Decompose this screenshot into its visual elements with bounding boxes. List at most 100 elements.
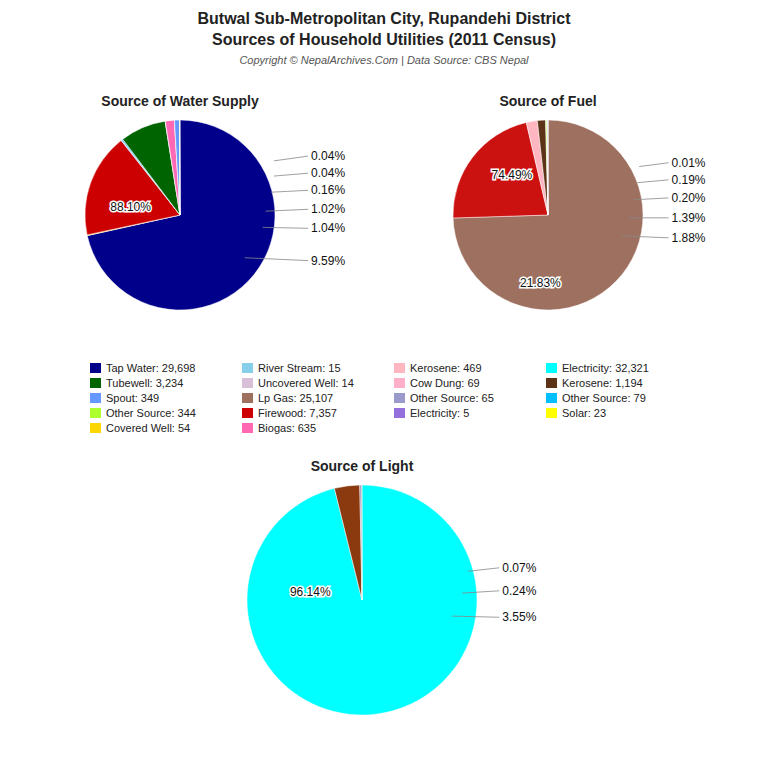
- slice-label: 9.59%: [311, 254, 345, 268]
- slices: [453, 120, 643, 310]
- chart-title: Source of Water Supply: [101, 93, 259, 109]
- slice-label: 1.04%: [311, 221, 345, 235]
- slice-labels: 88.10%0.04%0.04%0.16%1.02%1.04%9.59%: [110, 149, 345, 268]
- legend-swatch: [394, 363, 405, 373]
- slice-label: 74.49%: [492, 168, 533, 182]
- legend-label: Other Source: 344: [106, 407, 196, 419]
- pie-slice: [361, 485, 363, 600]
- legend-label: Spout: 349: [106, 392, 159, 404]
- legend-label: Other Source: 65: [410, 392, 494, 404]
- legend-swatch: [90, 408, 101, 418]
- pie-slice: [165, 120, 180, 215]
- pie-slice: [360, 485, 362, 600]
- leader-line: [271, 190, 308, 192]
- slice-label: 0.19%: [672, 173, 706, 187]
- pie-slice: [547, 120, 548, 215]
- pie-slice: [537, 120, 548, 215]
- copyright: Copyright © NepalArchives.Com | Data Sou…: [239, 54, 529, 66]
- legend-swatch: [546, 393, 557, 403]
- slice-label: 0.16%: [311, 183, 345, 197]
- legend-label: Electricity: 32,321: [562, 362, 649, 374]
- legend-swatch: [394, 408, 405, 418]
- legend-item: Spout: 349: [90, 392, 159, 404]
- leader-line: [266, 209, 309, 211]
- leader-line: [274, 156, 308, 161]
- legend-swatch: [242, 393, 253, 403]
- slice-label: 0.04%: [311, 149, 345, 163]
- slice-label: 1.88%: [672, 231, 706, 245]
- leader-line: [639, 163, 668, 167]
- title: Butwal Sub-Metropolitan City, Rupandehi …: [197, 10, 571, 27]
- legend-item: Lp Gas: 25,107: [242, 392, 333, 404]
- pie-slice: [546, 120, 548, 215]
- pie-slice: [453, 120, 643, 310]
- slice-label: 96.14%: [290, 585, 331, 599]
- slice-label: 1.02%: [311, 202, 345, 216]
- legend-swatch: [546, 363, 557, 373]
- slices: [247, 485, 477, 715]
- legend-swatch: [90, 378, 101, 388]
- leader-line: [637, 180, 668, 183]
- legend-swatch: [242, 363, 253, 373]
- pie-chart: [453, 120, 643, 310]
- legend-item: River Stream: 15: [242, 362, 341, 374]
- slice-label: 3.55%: [502, 610, 536, 624]
- legend-label: Kerosene: 469: [410, 362, 482, 374]
- slice-labels: 96.14% 0.07% 0.24% 3.55%: [290, 561, 537, 624]
- leader-line: [462, 591, 499, 593]
- leader-line: [634, 198, 669, 200]
- leader-line: [263, 227, 308, 229]
- legend-item: Cow Dung: 69: [394, 377, 480, 389]
- leader-line: [629, 217, 669, 218]
- legend: Tap Water: 29,698Tubewell: 3,234Spout: 3…: [90, 362, 649, 434]
- pie-slice: [179, 120, 180, 215]
- pie-chart: [247, 485, 477, 715]
- legend-swatch: [394, 393, 405, 403]
- legend-item: Electricity: 5: [394, 407, 469, 419]
- pie-slice: [247, 485, 477, 715]
- legend-label: Tubewell: 3,234: [106, 377, 183, 389]
- legend-label: Uncovered Well: 14: [258, 377, 354, 389]
- legend-swatch: [242, 408, 253, 418]
- legend-label: Other Source: 79: [562, 392, 646, 404]
- chart-title: Source of Light: [311, 458, 414, 474]
- legend-item: Biogas: 635: [242, 422, 316, 434]
- legend-label: River Stream: 15: [258, 362, 341, 374]
- legend-label: Covered Well: 54: [106, 422, 190, 434]
- legend-label: Lp Gas: 25,107: [258, 392, 333, 404]
- legend-item: Other Source: 79: [546, 392, 646, 404]
- legend-item: Covered Well: 54: [90, 422, 190, 434]
- legend-label: Kerosene: 1,194: [562, 377, 643, 389]
- leader-line: [468, 568, 500, 571]
- legend-label: Electricity: 5: [410, 407, 469, 419]
- slice-label: 21.83%: [520, 276, 561, 290]
- leader-line: [622, 236, 668, 238]
- legend-swatch: [90, 393, 101, 403]
- leader-line: [452, 616, 500, 617]
- leader-line: [274, 173, 308, 176]
- slice-label: 0.24%: [502, 584, 536, 598]
- pie-chart: [85, 120, 275, 310]
- legend-item: Uncovered Well: 14: [242, 377, 354, 389]
- pie-slice: [174, 120, 180, 215]
- subtitle: Sources of Household Utilities (2011 Cen…: [212, 31, 556, 48]
- slice-label: 88.10%: [110, 200, 151, 214]
- legend-item: Kerosene: 1,194: [546, 377, 643, 389]
- slices: [85, 120, 275, 310]
- legend-item: Other Source: 344: [90, 407, 196, 419]
- legend-item: Other Source: 65: [394, 392, 494, 404]
- slice-label: 0.01%: [672, 156, 706, 170]
- slice-labels: 74.49%21.83%0.01%0.19%0.20%1.39%1.88%: [492, 156, 706, 291]
- chart-title: Source of Fuel: [499, 93, 596, 109]
- leader-line: [245, 258, 309, 261]
- legend-swatch: [546, 408, 557, 418]
- legend-label: Cow Dung: 69: [410, 377, 480, 389]
- slice-label: 0.07%: [502, 561, 536, 575]
- pie-slice: [334, 485, 362, 600]
- legend-swatch: [546, 378, 557, 388]
- legend-swatch: [90, 363, 101, 373]
- legend-item: Solar: 23: [546, 407, 606, 419]
- legend-label: Firewood: 7,357: [258, 407, 337, 419]
- chart-root: Butwal Sub-Metropolitan City, Rupandehi …: [0, 0, 768, 768]
- slice-label: 1.39%: [672, 211, 706, 225]
